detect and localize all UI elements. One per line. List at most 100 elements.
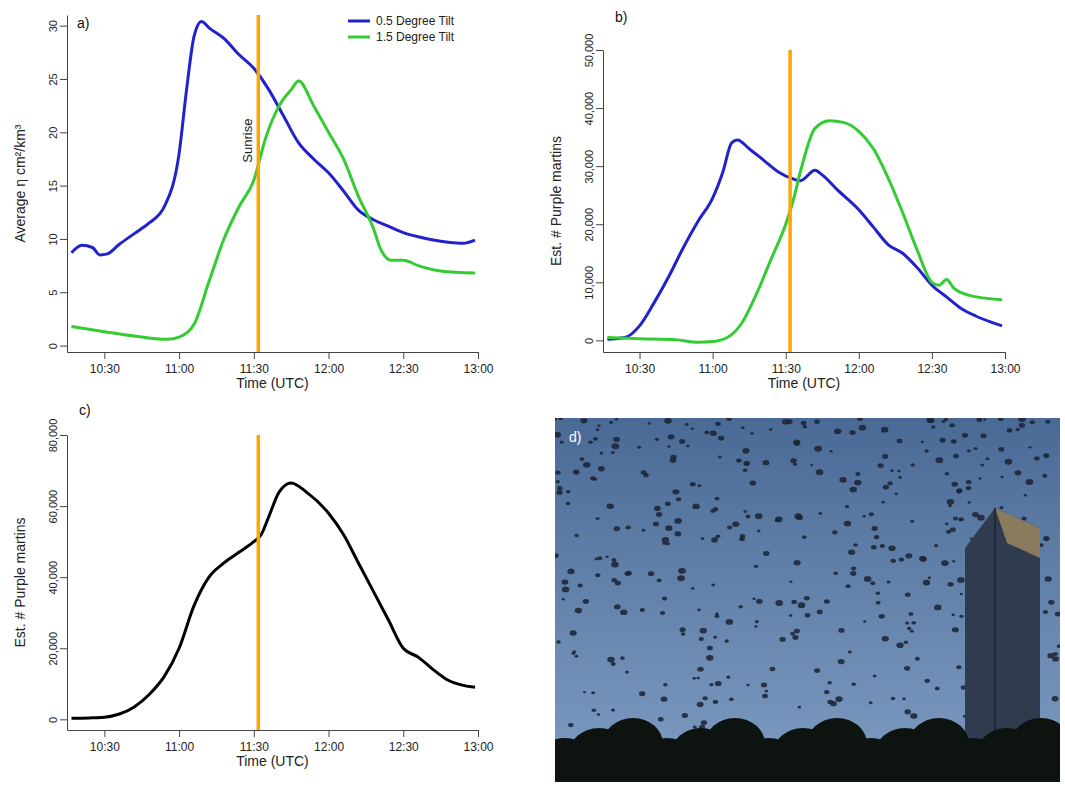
bird <box>814 668 820 673</box>
bird <box>871 526 877 531</box>
bird <box>770 667 776 671</box>
bird <box>715 681 722 686</box>
bird <box>732 521 739 526</box>
bird <box>750 432 754 435</box>
bird <box>980 433 986 438</box>
bird <box>573 469 580 474</box>
bird <box>794 629 800 634</box>
y-tick-label: 30,000 <box>583 150 595 184</box>
bird <box>593 437 598 441</box>
bird <box>769 428 772 431</box>
bird <box>1018 418 1026 422</box>
bird <box>907 627 911 630</box>
bird <box>566 502 571 506</box>
bird <box>953 454 959 458</box>
bird <box>1030 420 1035 424</box>
bird <box>793 463 797 466</box>
bird <box>575 608 582 614</box>
bird <box>905 553 912 558</box>
x-tick: 11:30 <box>240 352 269 376</box>
bird <box>896 642 903 648</box>
bird <box>794 513 802 519</box>
plot-area <box>71 15 475 352</box>
bird <box>905 622 909 625</box>
bird <box>891 697 896 701</box>
bird <box>950 528 956 533</box>
y-axis-title: Est. # Purple martins <box>548 136 564 266</box>
legend-swatch <box>348 36 370 39</box>
bird <box>765 690 768 693</box>
y-tick-mark <box>60 346 67 347</box>
bird <box>555 418 557 420</box>
bird <box>951 482 957 487</box>
bird <box>921 441 924 444</box>
bird <box>701 537 705 540</box>
y-tick: 10,000 <box>583 266 603 300</box>
bird <box>571 652 575 655</box>
bird <box>869 701 873 704</box>
bird <box>908 612 913 616</box>
bird <box>798 602 805 608</box>
bird <box>839 477 847 483</box>
bird <box>744 461 751 466</box>
bird <box>923 580 931 586</box>
bird <box>693 725 697 728</box>
bird <box>998 418 1004 421</box>
bird <box>959 615 963 618</box>
bird <box>1005 459 1013 465</box>
bird <box>876 592 881 596</box>
bird <box>568 723 574 727</box>
y-axis-line <box>67 16 68 353</box>
panel: 10:3011:0011:3012:0012:3013:00020,00040,… <box>12 402 494 769</box>
bird <box>579 457 584 461</box>
y-tick-label: 15 <box>47 180 59 192</box>
bird <box>910 630 914 633</box>
bird <box>951 439 957 443</box>
bird <box>848 550 855 555</box>
y-tick: 10 <box>47 233 67 245</box>
bird <box>672 489 679 494</box>
bird <box>701 720 707 725</box>
bird <box>782 419 789 425</box>
bird <box>905 592 911 596</box>
bird <box>1024 494 1027 497</box>
x-tick-label: 12:00 <box>314 362 344 376</box>
bird <box>775 600 783 606</box>
series-line <box>607 140 1002 339</box>
bird <box>910 713 917 719</box>
bird <box>976 418 982 422</box>
bird <box>713 636 717 639</box>
bird <box>583 599 589 604</box>
bird <box>729 697 734 701</box>
x-axis-line <box>604 352 1006 353</box>
bird <box>663 683 667 686</box>
bird <box>666 542 670 545</box>
x-tick: 12:00 <box>314 730 344 754</box>
x-tick-label: 13:00 <box>463 740 493 754</box>
bird <box>715 497 720 501</box>
bird <box>726 676 730 679</box>
bird <box>643 473 648 477</box>
bird <box>956 488 962 493</box>
bird <box>928 577 931 580</box>
bird <box>838 628 844 633</box>
y-tick: 20 <box>47 127 67 139</box>
y-tick-label: 0 <box>47 717 59 723</box>
bird <box>849 487 856 493</box>
bird <box>829 450 832 452</box>
bird <box>1029 446 1032 448</box>
bird <box>566 490 571 494</box>
bird <box>983 418 986 421</box>
bird <box>864 576 872 582</box>
bird <box>620 609 627 615</box>
x-tick: 12:30 <box>917 352 947 376</box>
bird <box>664 418 672 424</box>
bird <box>1034 456 1040 460</box>
x-tick: 11:30 <box>240 730 269 754</box>
bird <box>668 434 675 439</box>
bird <box>698 484 702 487</box>
y-tick-mark <box>60 26 67 27</box>
bird <box>718 436 724 441</box>
bird <box>574 534 579 537</box>
bird <box>948 582 954 587</box>
